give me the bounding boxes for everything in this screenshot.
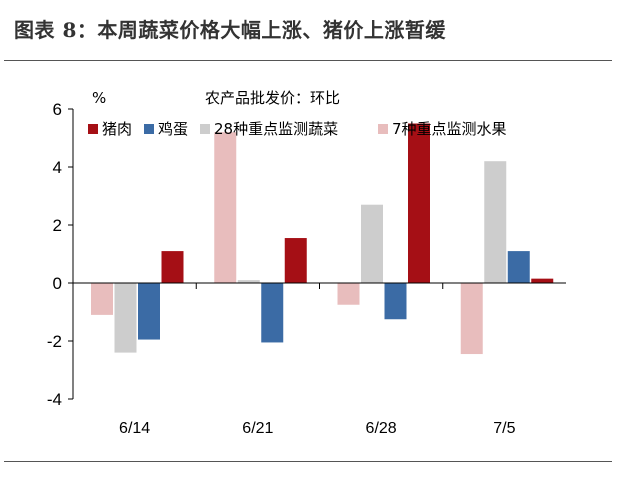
x-category-label: 6/21	[242, 420, 273, 437]
chart-title: 农产品批发价：环比	[205, 89, 340, 107]
y-tick-label: 6	[53, 100, 62, 119]
bar-7种重点监测水果-6/14	[91, 283, 113, 315]
bars-layer	[91, 123, 554, 355]
legend-label: 鸡蛋	[158, 120, 188, 138]
x-category-label: 7/5	[493, 420, 515, 437]
bar-7种重点监测水果-6/21	[214, 132, 237, 283]
bar-鸡蛋-7/5	[507, 251, 530, 283]
bar-鸡蛋-6/28	[384, 283, 407, 320]
y-tick-label: 0	[53, 274, 62, 293]
y-tick-label: -4	[47, 390, 62, 409]
bar-猪肉-6/14	[161, 251, 184, 283]
x-category-label: 6/14	[119, 420, 150, 437]
y-ticks: -4 -2 0 2 4 6	[47, 100, 73, 409]
y-axis-unit: %	[92, 89, 106, 107]
bar-28种重点监测蔬菜-6/28	[361, 204, 383, 283]
figure-title: 图表 8：本周蔬菜价格大幅上涨、猪价上涨暂缓	[14, 18, 446, 42]
legend-label: 28种重点监测蔬菜	[214, 120, 338, 138]
y-tick-label: -2	[47, 332, 62, 351]
legend: 猪肉 鸡蛋 28种重点监测蔬菜 7种重点监测水果	[88, 120, 507, 138]
bar-猪肉-6/21	[284, 238, 307, 283]
legend-swatch	[144, 124, 154, 134]
bar-7种重点监测水果-7/5	[460, 283, 483, 355]
bar-7种重点监测水果-6/28	[337, 283, 360, 305]
legend-swatch	[200, 124, 210, 134]
y-tick-label: 2	[53, 216, 62, 235]
bar-28种重点监测蔬菜-7/5	[484, 161, 507, 283]
bar-鸡蛋-6/21	[261, 283, 284, 343]
x-categories: 6/14 6/21 6/28 7/5	[119, 283, 516, 437]
bar-猪肉-7/5	[531, 278, 554, 283]
legend-label: 猪肉	[102, 120, 132, 138]
legend-label: 7种重点监测水果	[392, 120, 507, 138]
bottom-rule	[4, 461, 612, 462]
bar-28种重点监测蔬菜-6/14	[114, 283, 137, 353]
bar-28种重点监测蔬菜-6/21	[237, 280, 260, 283]
legend-swatch	[378, 124, 388, 134]
figure-header: 图表 8：本周蔬菜价格大幅上涨、猪价上涨暂缓	[14, 8, 606, 54]
bar-猪肉-6/28	[408, 123, 430, 283]
top-rule	[4, 60, 612, 61]
legend-swatch	[88, 124, 98, 134]
bar-鸡蛋-6/14	[138, 283, 160, 340]
x-category-label: 6/28	[366, 420, 397, 437]
y-tick-label: 4	[53, 158, 62, 177]
